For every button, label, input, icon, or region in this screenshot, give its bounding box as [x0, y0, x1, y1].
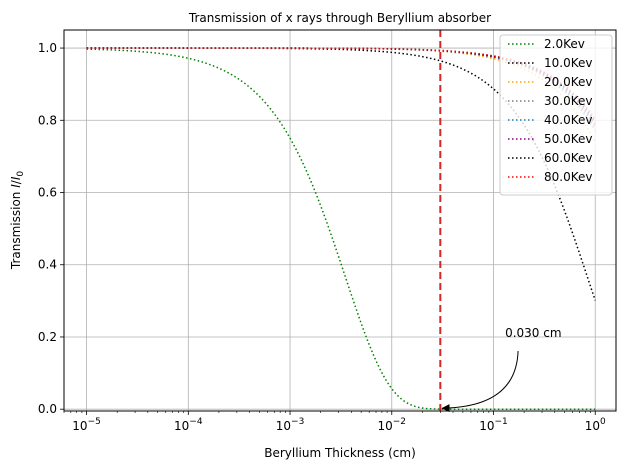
y-tick-label: 0.6 — [38, 186, 57, 200]
x-tick-base: 10 — [276, 419, 291, 433]
legend-label: 50.0Kev — [544, 132, 592, 146]
y-tick-label: 0.8 — [38, 113, 57, 127]
legend-label: 10.0Kev — [544, 56, 592, 70]
legend-label: 40.0Kev — [544, 113, 592, 127]
y-tick-label: 1.0 — [38, 41, 57, 55]
annotation: 0.030 cm — [441, 326, 562, 413]
legend-label: 80.0Kev — [544, 170, 592, 184]
x-tick-base: 10 — [585, 419, 600, 433]
x-tick-label: 10−2 — [377, 417, 406, 433]
x-tick-label: 10−1 — [479, 417, 508, 433]
y-axis-title: Transmission I/I0 — [9, 171, 26, 270]
legend-box — [499, 34, 613, 196]
annotation-arrow — [441, 350, 519, 413]
x-tick-label: 10−3 — [276, 417, 305, 433]
x-axis-title: Beryllium Thickness (cm) — [264, 446, 416, 460]
plot-frame — [63, 29, 617, 412]
legend: 2.0Kev 10.0Kev 20.0Kev 30.0Kev 40.0Kev 50.0Ke… — [499, 34, 613, 196]
x-tick-exponent: 0 — [600, 417, 606, 427]
x-tick-exponent: −5 — [88, 417, 101, 427]
legend-label: 2.0Kev — [544, 37, 585, 51]
x-tick-base: 10 — [377, 419, 392, 433]
series-line-0 — [86, 48, 596, 410]
annotation-text: 0.030 cm — [505, 326, 561, 340]
x-tick-label: 10−4 — [174, 417, 203, 433]
legend-label: 60.0Kev — [544, 151, 592, 165]
x-tick-base: 10 — [72, 419, 87, 433]
x-tick-exponent: −4 — [189, 417, 203, 427]
legend-label: 30.0Kev — [544, 94, 592, 108]
y-tick-label: 0.0 — [38, 402, 57, 416]
legend-label: 20.0Kev — [544, 75, 592, 89]
axis-ticks: 10−5 10−4 10−3 10−2 10−1 1000.00.20.40.60.81.… — [38, 41, 606, 433]
chart-title: Transmission of x rays through Beryllium… — [188, 11, 491, 25]
y-tick-label: 0.2 — [38, 330, 57, 344]
x-tick-label: 100 — [585, 417, 606, 433]
x-tick-base: 10 — [479, 419, 494, 433]
x-tick-base: 10 — [174, 419, 189, 433]
y-tick-label: 0.4 — [38, 258, 57, 272]
x-tick-exponent: −1 — [495, 417, 508, 427]
x-tick-exponent: −2 — [393, 417, 406, 427]
x-tick-label: 10−5 — [72, 417, 101, 433]
x-tick-exponent: −3 — [291, 417, 304, 427]
